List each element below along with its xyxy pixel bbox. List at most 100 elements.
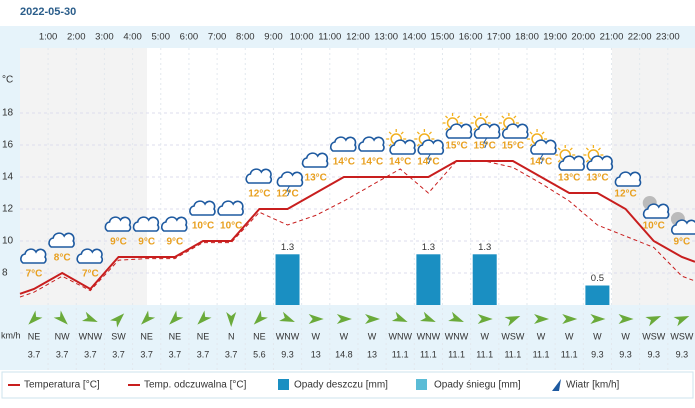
legend-label: Wiatr [km/h] [566,380,620,391]
sun-ray [445,115,449,119]
cloud [160,216,188,232]
wind-direction: WNW [388,331,412,341]
wind-arrow [141,310,156,325]
weather-icon [583,145,614,171]
wind-direction: WNW [445,331,469,341]
wind-speed: 11.1 [476,349,493,359]
wind-speed: 11.1 [420,349,437,359]
cloud [48,232,75,248]
wind-speed: 3.7 [225,349,238,359]
weather-icon [217,200,244,216]
y-tick-label: 12 [2,204,14,215]
wind-speed: 9.3 [591,349,604,359]
cloud [276,171,304,187]
temp-label: 10°C [643,221,665,232]
temp-label: 14°C [530,157,552,168]
cloud [132,216,160,232]
cloud [614,171,642,187]
wind-speed: 3.7 [140,349,153,359]
temp-label: 15°C [445,141,467,152]
wind-unit: km/h [1,330,21,340]
wind-arrow [336,314,352,324]
hour-label: 22:00 [628,32,652,43]
sun-ray [541,131,545,135]
wind-direction: NE [169,331,182,341]
hour-label: 17:00 [487,32,511,43]
hour-label: 10:00 [290,32,314,43]
temp-label: 9°C [166,237,183,248]
cloud [586,155,614,171]
wind-direction: WSW [501,331,524,341]
y-axis-label: °C [2,75,13,86]
weather-icon [20,248,47,264]
wind-arrow [391,311,408,323]
temp-label: 14°C [389,157,411,168]
y-tick-label: 14 [2,172,14,183]
wind-speed: 9.3 [676,349,689,359]
wind-direction: W [537,331,546,341]
wind-arrow [590,314,606,324]
wind-speed: 11.1 [392,349,409,359]
legend-label: Temperatura [°C] [24,380,100,391]
wind-direction: WNW [79,331,103,341]
sun-ray [473,115,477,119]
cloud [217,200,244,216]
weather-icon [132,216,160,232]
wind-speed: 5.6 [253,349,266,359]
sun-ray [557,147,561,151]
wind-arrow [534,314,550,324]
hour-label: 8:00 [236,32,255,43]
rain-label: 0.5 [591,273,604,284]
rain-bar [416,254,441,305]
wind-arrow [645,315,662,327]
y-tick-label: 18 [2,108,14,119]
weather-icon [358,136,385,152]
temp-label: 12°C [276,189,298,200]
legend-label: Opady śniegu [mm] [434,380,521,391]
wind-direction: WSW [670,331,693,341]
sun-ray [416,143,420,147]
legend-label: Temp. odczuwalna [°C] [144,380,247,391]
temp-label: 13°C [586,173,608,184]
sun-ray [388,131,392,135]
temp-label: 13°C [305,173,327,184]
cloud [473,123,501,139]
sun-ray [557,159,561,163]
weather-icon [104,216,132,232]
temp-label: 9°C [674,237,691,248]
wind-direction: NE [28,331,41,341]
wind-arrow [279,311,295,323]
legend-swatch [552,379,561,391]
wind-direction: W [593,331,602,341]
weather-icon [555,145,585,171]
weather-icon [386,129,416,155]
cloud [245,168,273,184]
hour-label: 18:00 [515,32,539,43]
wind-speed: 11.1 [448,349,465,359]
wind-direction: NW [55,331,70,341]
temp-label: 10°C [192,221,214,232]
wind-direction: SW [111,331,126,341]
wind-arrow [226,312,237,327]
temp-label: 8°C [54,253,71,264]
weather-icon [498,113,529,139]
cloud [417,139,445,155]
weather-icon [414,129,445,165]
wind-arrow [448,311,464,323]
temp-label: 14°C [361,157,383,168]
hour-label: 20:00 [571,32,595,43]
sun-ray [457,115,461,119]
temp-label: 7°C [82,269,99,280]
sun-ray [585,147,589,151]
cloud [501,123,529,139]
temp-label: 14°C [333,157,355,168]
wind-speed: 9.3 [619,349,632,359]
sun-ray [400,131,404,135]
wind-arrow [504,315,521,327]
cloud [671,219,695,235]
sun-ray [513,115,517,119]
hour-label: 12:00 [346,32,370,43]
weather-icon [329,136,357,152]
cloud [189,200,216,216]
